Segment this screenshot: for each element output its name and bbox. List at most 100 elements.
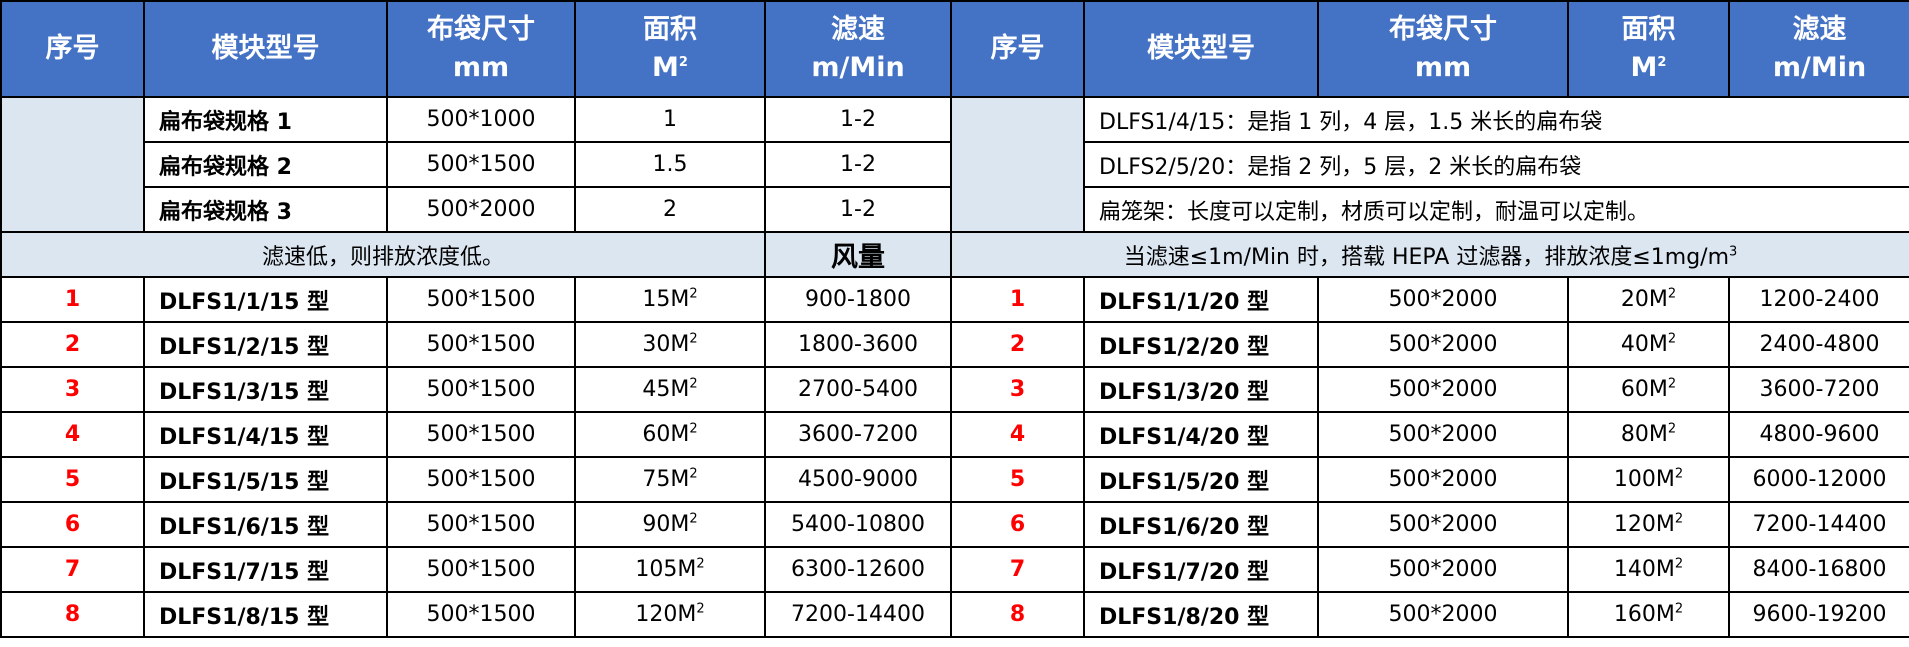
seq-number: 3 (950, 366, 1085, 413)
area-value: 75M2 (574, 456, 766, 503)
airflow-value: 1800-3600 (764, 321, 952, 368)
model-name: DLFS1/5/15 型 (143, 456, 388, 503)
area-value: 90M2 (574, 501, 766, 548)
spec-name: 扁布袋规格 3 (143, 186, 388, 233)
airflow-value: 8400-16800 (1728, 546, 1909, 593)
header-bag-size-right: 布袋尺寸 mm (1317, 0, 1569, 98)
spec-row: 扁布袋规格 3 500*2000 2 1-2 扁笼架：长度可以定制，材质可以定制… (1, 186, 1909, 233)
model-name: DLFS1/4/20 型 (1083, 411, 1319, 458)
spec-area: 1.5 (574, 141, 766, 188)
spec-size: 500*1000 (386, 96, 576, 143)
spec-row: 扁布袋规格 1 500*1000 1 1-2 DLFS1/4/15：是指 1 列… (0, 96, 1909, 233)
model-name: DLFS1/8/20 型 (1083, 591, 1319, 638)
model-name: DLFS1/3/15 型 (143, 366, 388, 413)
spec-speed: 1-2 (764, 141, 952, 188)
header-area-right: 面积 M2 (1567, 0, 1730, 98)
airflow-value: 9600-19200 (1728, 591, 1909, 638)
airflow-value: 7200-14400 (764, 591, 952, 638)
seq-number: 5 (0, 456, 145, 503)
airflow-value: 3600-7200 (1728, 366, 1909, 413)
bag-size: 500*2000 (1317, 366, 1569, 413)
seq-number: 1 (0, 276, 145, 323)
table-row: 4 DLFS1/4/15 型 500*1500 60M2 3600-7200 4 DLFS1… (0, 411, 1909, 458)
area-value: 160M2 (1567, 591, 1730, 638)
header-area: 面积 M2 (574, 0, 766, 98)
model-name: DLFS1/5/20 型 (1083, 456, 1319, 503)
seq-number: 4 (950, 411, 1085, 458)
airflow-value: 2700-5400 (764, 366, 952, 413)
bag-size: 500*2000 (1317, 411, 1569, 458)
airflow-value: 4800-9600 (1728, 411, 1909, 458)
bag-size: 500*1500 (386, 591, 576, 638)
area-value: 100M2 (1567, 456, 1730, 503)
band-right-note: 当滤速≤1m/Min 时，搭载 HEPA 过滤器，排放浓度≤1mg/m3 (950, 231, 1909, 278)
area-value: 105M2 (574, 546, 766, 593)
airflow-value: 6000-12000 (1728, 456, 1909, 503)
spec-area: 2 (574, 186, 766, 233)
table-row: 6 DLFS1/6/15 型 500*1500 90M2 5400-10800 6 DLFS… (0, 501, 1909, 548)
table-row: 1 DLFS1/1/15 型 500*1500 15M2 900-1800 1 DLFS1/… (0, 276, 1909, 323)
bag-size: 500*1500 (386, 501, 576, 548)
airflow-value: 7200-14400 (1728, 501, 1909, 548)
spec-speed: 1-2 (764, 96, 952, 143)
seq-number: 1 (950, 276, 1085, 323)
area-value: 30M2 (574, 321, 766, 368)
spec-note: DLFS2/5/20：是指 2 列，5 层，2 米长的扁布袋 (1083, 141, 1909, 188)
bag-size: 500*1500 (386, 366, 576, 413)
bag-size: 500*1500 (386, 456, 576, 503)
spec-speed: 1-2 (764, 186, 952, 233)
model-name: DLFS1/4/15 型 (143, 411, 388, 458)
spec-size: 500*2000 (386, 186, 576, 233)
seq-number: 6 (950, 501, 1085, 548)
spec-note: 扁笼架：长度可以定制，材质可以定制，耐温可以定制。 (1083, 186, 1909, 233)
seq-number: 5 (950, 456, 1085, 503)
area-value: 120M2 (1567, 501, 1730, 548)
seq-number: 3 (0, 366, 145, 413)
spec-name: 扁布袋规格 1 (143, 96, 388, 143)
bag-size: 500*2000 (1317, 546, 1569, 593)
airflow-value: 3600-7200 (764, 411, 952, 458)
airflow-value: 5400-10800 (764, 501, 952, 548)
model-name: DLFS1/3/20 型 (1083, 366, 1319, 413)
bag-size: 500*2000 (1317, 501, 1569, 548)
header-bag-size: 布袋尺寸 mm (386, 0, 576, 98)
header-seq: 序号 (0, 0, 145, 98)
area-value: 60M2 (1567, 366, 1730, 413)
area-value: 140M2 (1567, 546, 1730, 593)
area-value: 20M2 (1567, 276, 1730, 323)
band-left-note: 滤速低，则排放浓度低。 (0, 231, 766, 278)
model-name: DLFS1/2/15 型 (143, 321, 388, 368)
bag-size: 500*2000 (1317, 321, 1569, 368)
spec-seq-blank-right (950, 96, 1085, 233)
spec-name: 扁布袋规格 2 (143, 141, 388, 188)
header-speed: 滤速 m/Min (764, 0, 952, 98)
model-name: DLFS1/7/20 型 (1083, 546, 1319, 593)
area-value: 15M2 (574, 276, 766, 323)
seq-number: 7 (950, 546, 1085, 593)
header-model: 模块型号 (143, 0, 388, 98)
model-name: DLFS1/2/20 型 (1083, 321, 1319, 368)
header-speed-right: 滤速 m/Min (1728, 0, 1909, 98)
table-row: 3 DLFS1/3/15 型 500*1500 45M2 2700-5400 3 DLFS1… (0, 366, 1909, 413)
seq-number: 8 (950, 591, 1085, 638)
spec-area: 1 (574, 96, 766, 143)
area-value: 80M2 (1567, 411, 1730, 458)
area-value: 60M2 (574, 411, 766, 458)
area-value: 45M2 (574, 366, 766, 413)
airflow-value: 6300-12600 (764, 546, 952, 593)
header-row: 序号 模块型号 布袋尺寸 mm 面积 M2 滤速 m/Min 序号 模块型号 布袋尺寸… (0, 0, 1909, 98)
seq-number: 4 (0, 411, 145, 458)
table-row: 2 DLFS1/2/15 型 500*1500 30M2 1800-3600 2 DLFS1… (0, 321, 1909, 368)
band-airflow-label: 风量 (764, 231, 952, 278)
table-row: 7 DLFS1/7/15 型 500*1500 105M2 6300-12600 7 DLF… (0, 546, 1909, 593)
bag-size: 500*2000 (1317, 276, 1569, 323)
area-value: 120M2 (574, 591, 766, 638)
spec-row: 扁布袋规格 2 500*1500 1.5 1-2 DLFS2/5/20：是指 2… (1, 141, 1909, 188)
spec-size: 500*1500 (386, 141, 576, 188)
seq-number: 8 (0, 591, 145, 638)
seq-number: 2 (0, 321, 145, 368)
header-seq-right: 序号 (950, 0, 1085, 98)
bag-size: 500*1500 (386, 276, 576, 323)
bag-size: 500*2000 (1317, 591, 1569, 638)
